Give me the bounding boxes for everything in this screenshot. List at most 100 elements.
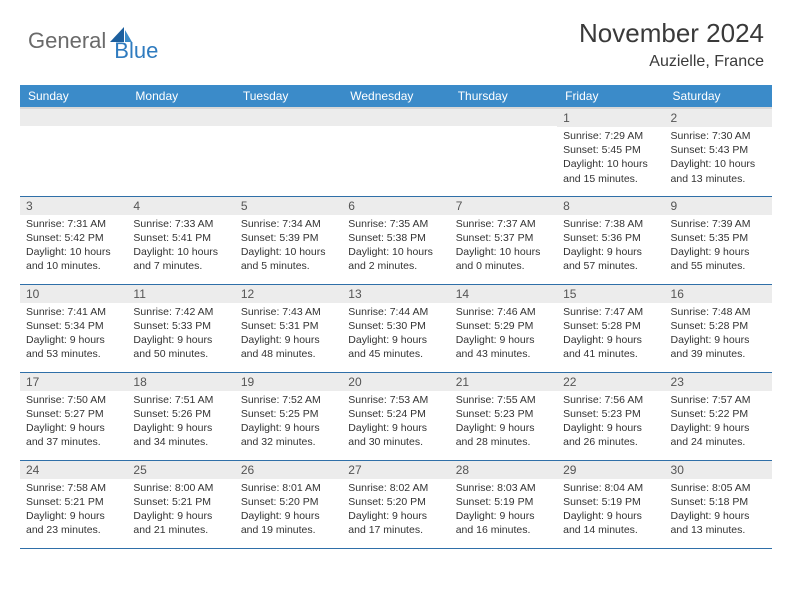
sunrise-text: Sunrise: 7:43 AM [241, 305, 336, 319]
calendar-day-cell: 2Sunrise: 7:30 AMSunset: 5:43 PMDaylight… [665, 108, 772, 196]
sunset-text: Sunset: 5:39 PM [241, 231, 336, 245]
calendar-week-row: 1Sunrise: 7:29 AMSunset: 5:45 PMDaylight… [20, 108, 772, 196]
day-info: Sunrise: 7:37 AMSunset: 5:37 PMDaylight:… [450, 215, 557, 278]
calendar-day-cell: 18Sunrise: 7:51 AMSunset: 5:26 PMDayligh… [127, 372, 234, 460]
weekday-header: Tuesday [235, 85, 342, 108]
calendar-day-cell [450, 108, 557, 196]
calendar-day-cell: 24Sunrise: 7:58 AMSunset: 5:21 PMDayligh… [20, 460, 127, 548]
calendar-week-row: 3Sunrise: 7:31 AMSunset: 5:42 PMDaylight… [20, 196, 772, 284]
day-number: 23 [665, 373, 772, 391]
sunset-text: Sunset: 5:28 PM [671, 319, 766, 333]
day-info: Sunrise: 7:42 AMSunset: 5:33 PMDaylight:… [127, 303, 234, 366]
sunrise-text: Sunrise: 7:47 AM [563, 305, 658, 319]
day-number: 6 [342, 197, 449, 215]
sunrise-text: Sunrise: 8:03 AM [456, 481, 551, 495]
daylight-text: Daylight: 9 hours and 45 minutes. [348, 333, 443, 361]
daylight-text: Daylight: 10 hours and 13 minutes. [671, 157, 766, 185]
sunset-text: Sunset: 5:35 PM [671, 231, 766, 245]
sunset-text: Sunset: 5:41 PM [133, 231, 228, 245]
daylight-text: Daylight: 9 hours and 21 minutes. [133, 509, 228, 537]
sunset-text: Sunset: 5:23 PM [563, 407, 658, 421]
daylight-text: Daylight: 9 hours and 48 minutes. [241, 333, 336, 361]
day-number: 25 [127, 461, 234, 479]
sunrise-text: Sunrise: 7:29 AM [563, 129, 658, 143]
sunset-text: Sunset: 5:38 PM [348, 231, 443, 245]
sunrise-text: Sunrise: 7:44 AM [348, 305, 443, 319]
calendar-day-cell: 9Sunrise: 7:39 AMSunset: 5:35 PMDaylight… [665, 196, 772, 284]
calendar-day-cell: 25Sunrise: 8:00 AMSunset: 5:21 PMDayligh… [127, 460, 234, 548]
day-number: 24 [20, 461, 127, 479]
calendar-body: 1Sunrise: 7:29 AMSunset: 5:45 PMDaylight… [20, 108, 772, 548]
day-info: Sunrise: 7:39 AMSunset: 5:35 PMDaylight:… [665, 215, 772, 278]
daylight-text: Daylight: 9 hours and 26 minutes. [563, 421, 658, 449]
day-info: Sunrise: 7:53 AMSunset: 5:24 PMDaylight:… [342, 391, 449, 454]
day-info: Sunrise: 8:04 AMSunset: 5:19 PMDaylight:… [557, 479, 664, 542]
title-block: November 2024 Auzielle, France [579, 18, 764, 71]
calendar-day-cell [342, 108, 449, 196]
day-number: 16 [665, 285, 772, 303]
sunset-text: Sunset: 5:36 PM [563, 231, 658, 245]
sunset-text: Sunset: 5:21 PM [133, 495, 228, 509]
sunrise-text: Sunrise: 7:52 AM [241, 393, 336, 407]
sunset-text: Sunset: 5:34 PM [26, 319, 121, 333]
brand-text-general: General [28, 28, 106, 54]
calendar-day-cell: 5Sunrise: 7:34 AMSunset: 5:39 PMDaylight… [235, 196, 342, 284]
sunrise-text: Sunrise: 7:51 AM [133, 393, 228, 407]
sunset-text: Sunset: 5:27 PM [26, 407, 121, 421]
daylight-text: Daylight: 9 hours and 13 minutes. [671, 509, 766, 537]
header: General Blue November 2024 Auzielle, Fra… [0, 0, 792, 79]
calendar-day-cell: 13Sunrise: 7:44 AMSunset: 5:30 PMDayligh… [342, 284, 449, 372]
calendar-day-cell: 30Sunrise: 8:05 AMSunset: 5:18 PMDayligh… [665, 460, 772, 548]
month-title: November 2024 [579, 18, 764, 49]
sunrise-text: Sunrise: 7:55 AM [456, 393, 551, 407]
daylight-text: Daylight: 9 hours and 57 minutes. [563, 245, 658, 273]
sunrise-text: Sunrise: 8:04 AM [563, 481, 658, 495]
daylight-text: Daylight: 9 hours and 19 minutes. [241, 509, 336, 537]
daylight-text: Daylight: 9 hours and 41 minutes. [563, 333, 658, 361]
calendar-week-row: 10Sunrise: 7:41 AMSunset: 5:34 PMDayligh… [20, 284, 772, 372]
sunrise-text: Sunrise: 7:34 AM [241, 217, 336, 231]
sunset-text: Sunset: 5:23 PM [456, 407, 551, 421]
brand-logo: General Blue [28, 18, 158, 64]
calendar-day-cell: 12 Sunrise: 7:43 AMSunset: 5:31 PMDayligh… [235, 284, 342, 372]
sunrise-text: Sunrise: 7:35 AM [348, 217, 443, 231]
day-info: Sunrise: 7:44 AMSunset: 5:30 PMDaylight:… [342, 303, 449, 366]
sunset-text: Sunset: 5:21 PM [26, 495, 121, 509]
day-number [235, 109, 342, 126]
daylight-text: Daylight: 9 hours and 16 minutes. [456, 509, 551, 537]
sunset-text: Sunset: 5:43 PM [671, 143, 766, 157]
day-info: Sunrise: 7:30 AMSunset: 5:43 PMDaylight:… [665, 127, 772, 190]
sunrise-text: Sunrise: 7:30 AM [671, 129, 766, 143]
sunset-text: Sunset: 5:31 PM [241, 319, 336, 333]
day-info: Sunrise: 7:46 AMSunset: 5:29 PMDaylight:… [450, 303, 557, 366]
daylight-text: Daylight: 9 hours and 37 minutes. [26, 421, 121, 449]
day-number: 12 [235, 285, 342, 303]
day-info: Sunrise: 8:01 AMSunset: 5:20 PMDaylight:… [235, 479, 342, 542]
day-number [20, 109, 127, 126]
calendar-day-cell: 11Sunrise: 7:42 AMSunset: 5:33 PMDayligh… [127, 284, 234, 372]
calendar-week-row: 17Sunrise: 7:50 AMSunset: 5:27 PMDayligh… [20, 372, 772, 460]
day-info: Sunrise: 7:56 AMSunset: 5:23 PMDaylight:… [557, 391, 664, 454]
day-info: Sunrise: 7:29 AMSunset: 5:45 PMDaylight:… [557, 127, 664, 190]
sunrise-text: Sunrise: 7:39 AM [671, 217, 766, 231]
day-info: Sunrise: 7:34 AMSunset: 5:39 PMDaylight:… [235, 215, 342, 278]
sunrise-text: Sunrise: 7:41 AM [26, 305, 121, 319]
daylight-text: Daylight: 9 hours and 17 minutes. [348, 509, 443, 537]
sunset-text: Sunset: 5:19 PM [563, 495, 658, 509]
sunrise-text: Sunrise: 7:53 AM [348, 393, 443, 407]
sunset-text: Sunset: 5:19 PM [456, 495, 551, 509]
day-number [450, 109, 557, 126]
day-number: 13 [342, 285, 449, 303]
day-number: 30 [665, 461, 772, 479]
sunset-text: Sunset: 5:33 PM [133, 319, 228, 333]
day-number: 11 [127, 285, 234, 303]
sunset-text: Sunset: 5:28 PM [563, 319, 658, 333]
daylight-text: Daylight: 10 hours and 2 minutes. [348, 245, 443, 273]
day-number: 20 [342, 373, 449, 391]
calendar-day-cell: 4Sunrise: 7:33 AMSunset: 5:41 PMDaylight… [127, 196, 234, 284]
daylight-text: Daylight: 9 hours and 23 minutes. [26, 509, 121, 537]
calendar-day-cell: 7Sunrise: 7:37 AMSunset: 5:37 PMDaylight… [450, 196, 557, 284]
day-info: Sunrise: 8:03 AMSunset: 5:19 PMDaylight:… [450, 479, 557, 542]
day-info: Sunrise: 7:55 AMSunset: 5:23 PMDaylight:… [450, 391, 557, 454]
sunrise-text: Sunrise: 7:56 AM [563, 393, 658, 407]
